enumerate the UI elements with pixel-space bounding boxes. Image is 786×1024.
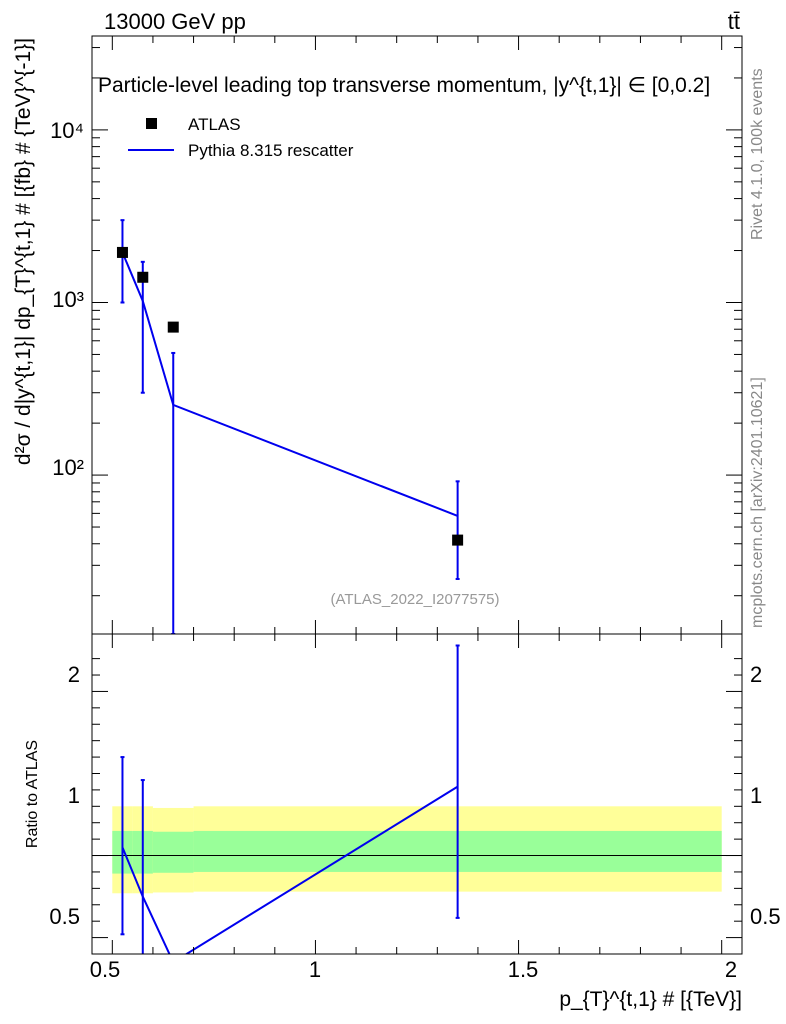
main-panel-ticks [92, 36, 742, 634]
legend-label-atlas: ATLAS [188, 115, 241, 134]
ratio-panel-ticks [92, 634, 742, 954]
ratio-y-axis-label: Ratio to ATLAS [24, 740, 41, 848]
ratio-y-tick-label-right-1: 1 [750, 783, 762, 808]
legend-marker-atlas [146, 118, 157, 129]
atlas-data-point [167, 321, 179, 333]
ratio-y-tick-label-1: 1 [68, 783, 80, 808]
legend: ATLAS Pythia 8.315 rescatter [128, 115, 354, 160]
x-tick-labels: 0.5 1 1.5 2 [90, 957, 737, 982]
ratio-y-tick-label-right-2: 2 [750, 662, 762, 687]
atlas-data-point [137, 271, 149, 283]
x-tick-label-1: 1 [309, 957, 321, 982]
ratio-y-tick-label-right-0.5: 0.5 [750, 904, 781, 929]
rivet-version-label: Rivet 4.1.0, 100k events [749, 68, 766, 240]
process-label: tt̄ [728, 9, 740, 34]
ratio-y-tick-labels-right: 0.5 1 2 [750, 662, 781, 929]
ratio-panel-frame [91, 633, 743, 955]
ratio-pythia-line [121, 785, 459, 954]
x-tick-label-2: 2 [725, 957, 737, 982]
main-data-marks [116, 219, 464, 634]
main-y-tick-labels: 10² 10³ 10⁴ [50, 118, 84, 480]
ratio-panel: 0.5 1 2 0.5 1 2 0.5 1 1.5 2 Ratio to ATL… [24, 633, 781, 1011]
ratio-inner-band [152, 831, 194, 873]
chart-title: Particle-level leading top transverse mo… [98, 74, 710, 97]
pythia-line [121, 252, 458, 517]
x-axis-label: p_{T}^{t,1} # [{TeV}] [559, 988, 742, 1011]
main-y-axis-label: d²σ / d|y^{t,1}| dp_{T}^{t,1} # [{fb} # … [12, 38, 35, 465]
y-tick-label-10000: 10⁴ [50, 118, 84, 143]
y-tick-label-1000: 10³ [52, 287, 84, 312]
analysis-id-label: (ATLAS_2022_I2077575) [330, 591, 499, 608]
legend-label-pythia: Pythia 8.315 rescatter [188, 141, 354, 160]
y-tick-label-100: 10² [52, 455, 84, 480]
mcplots-credit-label: mcplots.cern.ch [arXiv:2401.10621] [749, 377, 766, 628]
ratio-uncertainty-bands [92, 806, 742, 894]
ratio-y-tick-labels-left: 0.5 1 2 [49, 662, 80, 929]
x-tick-label-0.5: 0.5 [90, 957, 121, 982]
ratio-y-tick-label-2: 2 [68, 662, 80, 687]
atlas-data-point [452, 534, 464, 546]
x-tick-label-1.5: 1.5 [508, 957, 539, 982]
ratio-y-tick-label-0.5: 0.5 [49, 904, 80, 929]
beam-label: 13000 GeV pp [104, 9, 246, 34]
ratio-data-marks [120, 644, 460, 954]
atlas-data-point [116, 246, 128, 258]
main-panel: 10² 10³ 10⁴ d²σ / d|y^{t,1}| dp_{T}^{t,1… [12, 35, 743, 635]
